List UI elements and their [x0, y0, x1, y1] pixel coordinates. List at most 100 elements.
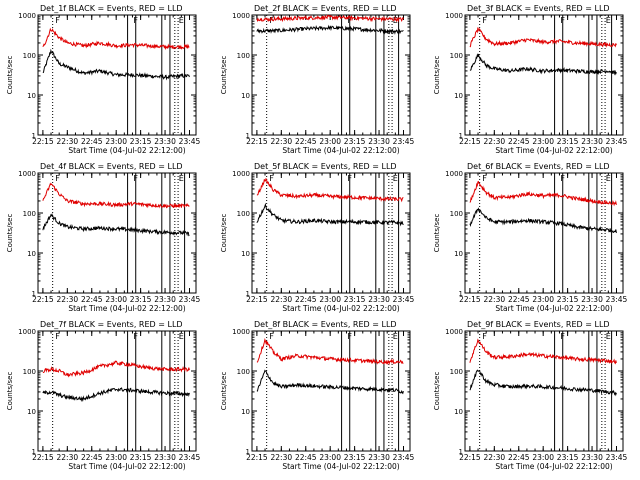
- x-tick-label: 22:45: [508, 453, 530, 462]
- x-tick-label: 22:30: [484, 137, 506, 146]
- x-tick-label: 22:30: [271, 295, 293, 304]
- events-series-line: [256, 24, 404, 35]
- chart-title: Det_5f BLACK = Events, RED = LLD: [254, 162, 397, 171]
- lld-series-line: [469, 180, 617, 207]
- chart-title: Det_4f BLACK = Events, RED = LLD: [40, 162, 183, 171]
- x-tick-label: 23:30: [581, 295, 603, 304]
- y-axis-label: Counts/sec: [6, 214, 14, 253]
- lld-series-line: [256, 14, 404, 23]
- x-tick-label: 23:15: [344, 453, 366, 462]
- x-tick-label: 23:15: [130, 137, 152, 146]
- event-marker-label: E: [606, 332, 611, 341]
- x-tick-label: 23:45: [393, 295, 415, 304]
- y-tick-label: 1000: [445, 12, 463, 20]
- x-tick-label: 22:15: [246, 295, 268, 304]
- event-marker-label: F: [269, 332, 274, 341]
- event-marker-label: F: [560, 332, 565, 341]
- x-tick-label: 23:15: [557, 137, 579, 146]
- x-tick-label: 23:45: [179, 137, 201, 146]
- x-tick-label: 23:15: [344, 295, 366, 304]
- y-axis-label: Counts/sec: [433, 372, 441, 411]
- y-axis-label: Counts/sec: [6, 372, 14, 411]
- x-tick-label: 22:45: [508, 295, 530, 304]
- x-tick-label: 22:30: [271, 453, 293, 462]
- x-tick-label: 22:45: [81, 137, 103, 146]
- x-tick-label: 22:30: [57, 295, 79, 304]
- y-tick-label: 1000: [232, 12, 250, 20]
- chart-title: Det_3f BLACK = Events, RED = LLD: [467, 4, 610, 13]
- y-tick-label: 10: [454, 92, 463, 100]
- lld-series-line: [42, 182, 190, 209]
- events-series-line: [42, 212, 190, 237]
- lld-series-line: [469, 27, 617, 48]
- x-tick-label: 23:45: [393, 137, 415, 146]
- x-tick-label: 22:30: [57, 137, 79, 146]
- x-tick-label: 22:15: [32, 295, 54, 304]
- event-marker-label: F: [55, 174, 60, 183]
- chart-panel: Det_4f BLACK = Events, RED = LLD 1 10 100 10…: [6, 162, 201, 313]
- x-tick-label: 23:15: [130, 295, 152, 304]
- event-marker-label: E: [393, 332, 398, 341]
- event-marker-label: E: [606, 16, 611, 25]
- x-tick-label: 23:45: [606, 453, 628, 462]
- x-tick-label: 22:15: [459, 295, 481, 304]
- x-axis-label: Start Time (04-Jul-02 22:12:00): [495, 146, 612, 155]
- event-marker-label: F: [347, 174, 352, 183]
- y-tick-label: 10: [241, 92, 250, 100]
- x-tick-label: 22:15: [246, 137, 268, 146]
- x-tick-label: 23:15: [130, 453, 152, 462]
- event-marker-label: F: [482, 332, 487, 341]
- events-series-line: [469, 369, 617, 397]
- chart-title: Det_1f BLACK = Events, RED = LLD: [40, 4, 183, 13]
- y-tick-label: 1: [32, 290, 36, 298]
- event-marker-label: F: [55, 16, 60, 25]
- lld-series-line: [42, 360, 190, 378]
- x-axis-label: Start Time (04-Jul-02 22:12:00): [68, 146, 185, 155]
- y-tick-label: 10: [241, 408, 250, 416]
- x-tick-label: 23:45: [179, 453, 201, 462]
- y-axis-label: Counts/sec: [220, 56, 228, 95]
- x-axis-label: Start Time (04-Jul-02 22:12:00): [495, 462, 612, 471]
- x-tick-label: 23:30: [368, 453, 390, 462]
- x-axis-label: Start Time (04-Jul-02 22:12:00): [282, 462, 399, 471]
- x-axis-label: Start Time (04-Jul-02 22:12:00): [68, 462, 185, 471]
- x-tick-label: 23:00: [105, 137, 127, 146]
- x-tick-label: 22:45: [81, 453, 103, 462]
- x-axis-label: Start Time (04-Jul-02 22:12:00): [68, 304, 185, 313]
- y-tick-label: 10: [454, 408, 463, 416]
- y-axis-label: Counts/sec: [433, 56, 441, 95]
- chart-panel: Det_3f BLACK = Events, RED = LLD 1 10 100 10…: [433, 4, 628, 155]
- chart-title: Det_6f BLACK = Events, RED = LLD: [467, 162, 610, 171]
- x-tick-label: 23:30: [581, 453, 603, 462]
- chart-panel: Det_6f BLACK = Events, RED = LLD 1 10 100 10…: [433, 162, 628, 313]
- event-marker-label: F: [482, 16, 487, 25]
- x-tick-label: 22:15: [459, 453, 481, 462]
- x-tick-label: 23:00: [105, 295, 127, 304]
- y-tick-label: 1000: [232, 328, 250, 336]
- y-tick-label: 1: [459, 448, 463, 456]
- x-tick-label: 22:15: [32, 137, 54, 146]
- events-series-line: [256, 369, 404, 395]
- events-series-line: [469, 53, 617, 76]
- y-tick-label: 1: [32, 448, 36, 456]
- x-tick-label: 23:45: [606, 295, 628, 304]
- x-tick-label: 22:45: [295, 453, 317, 462]
- lld-series-line: [42, 27, 190, 51]
- y-axis-label: Counts/sec: [433, 214, 441, 253]
- x-tick-label: 22:45: [295, 137, 317, 146]
- event-marker-label: E: [179, 332, 184, 341]
- x-tick-label: 23:15: [557, 453, 579, 462]
- x-tick-label: 23:00: [319, 453, 341, 462]
- y-tick-label: 1000: [18, 170, 36, 178]
- y-tick-label: 100: [450, 210, 463, 218]
- event-marker-label: F: [133, 16, 138, 25]
- y-tick-label: 1: [32, 132, 36, 140]
- x-tick-label: 23:30: [154, 137, 176, 146]
- y-tick-label: 1: [246, 290, 250, 298]
- chart-title: Det_8f BLACK = Events, RED = LLD: [254, 320, 397, 329]
- events-series-line: [256, 202, 404, 227]
- y-tick-label: 100: [237, 52, 250, 60]
- event-marker-label: E: [606, 174, 611, 183]
